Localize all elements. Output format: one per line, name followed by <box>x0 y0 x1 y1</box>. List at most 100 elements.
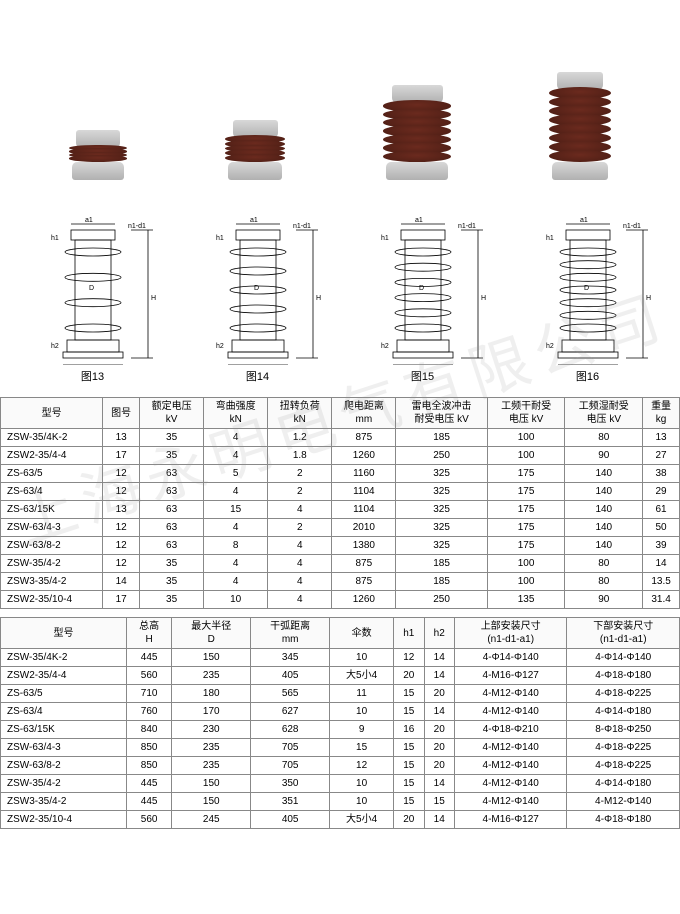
data-cell: 10 <box>330 793 394 811</box>
specs-table-1: 型号图号额定电压kV弯曲强度kN扭转负荷kN爬电距离mm雷电全波冲击耐受电压 k… <box>0 397 680 609</box>
data-cell: 20 <box>394 811 424 829</box>
table-row: ZSW2-35/10-4560245405大5小420144-M16-Φ1274… <box>1 811 680 829</box>
technical-diagrams-row: a1 n1-d1 h1 D H h2 a2 n2-d2 图13 a1 n1-d1 <box>0 200 680 389</box>
data-cell: 445 <box>126 793 171 811</box>
data-cell: 11 <box>330 685 394 703</box>
table2-header: h1 <box>394 618 424 649</box>
data-cell: 100 <box>487 429 565 447</box>
data-cell: 250 <box>396 447 487 465</box>
data-cell: 4 <box>268 591 332 609</box>
data-cell: 560 <box>126 811 171 829</box>
svg-text:h2: h2 <box>381 343 389 350</box>
data-cell: 35 <box>140 591 204 609</box>
data-cell: 20 <box>424 721 454 739</box>
model-cell: ZSW-35/4-2 <box>1 775 127 793</box>
model-cell: ZSW3-35/4-2 <box>1 573 103 591</box>
svg-text:a1: a1 <box>415 217 423 224</box>
data-cell: 4 <box>268 537 332 555</box>
model-cell: ZSW-63/4-3 <box>1 519 103 537</box>
data-cell: 405 <box>251 667 330 685</box>
data-cell: 大5小4 <box>330 811 394 829</box>
data-cell: 10 <box>204 591 268 609</box>
data-cell: 628 <box>251 721 330 739</box>
model-cell: ZSW-63/8-2 <box>1 537 103 555</box>
data-cell: 4 <box>268 573 332 591</box>
data-cell: 100 <box>487 555 565 573</box>
data-cell: 90 <box>565 591 643 609</box>
data-cell: 175 <box>487 519 565 537</box>
data-cell: 15 <box>394 793 424 811</box>
diagram-label: 图16 <box>576 368 599 384</box>
data-cell: 35 <box>140 447 204 465</box>
model-cell: ZS-63/4 <box>1 483 103 501</box>
data-cell: 14 <box>103 573 140 591</box>
data-cell: 4-M12-Φ140 <box>454 703 566 721</box>
data-cell: 100 <box>487 573 565 591</box>
data-cell: 185 <box>396 555 487 573</box>
data-cell: 大5小4 <box>330 667 394 685</box>
svg-text:n1-d1: n1-d1 <box>128 223 146 230</box>
svg-text:H: H <box>481 295 486 302</box>
model-cell: ZSW-35/4-2 <box>1 555 103 573</box>
data-cell: 20 <box>394 667 424 685</box>
svg-text:H: H <box>316 295 321 302</box>
data-cell: 31.4 <box>643 591 680 609</box>
table2-header: 型号 <box>1 618 127 649</box>
data-cell: 50 <box>643 519 680 537</box>
data-cell: 185 <box>396 429 487 447</box>
data-cell: 4-M12-Φ140 <box>567 793 680 811</box>
table1-header: 图号 <box>103 398 140 429</box>
data-cell: 350 <box>251 775 330 793</box>
table-row: ZSW2-35/4-4173541.812602501009027 <box>1 447 680 465</box>
data-cell: 850 <box>126 739 171 757</box>
data-cell: 175 <box>487 465 565 483</box>
svg-text:D: D <box>89 285 94 292</box>
data-cell: 9 <box>330 721 394 739</box>
data-cell: 8 <box>204 537 268 555</box>
data-cell: 4-Φ18-Φ180 <box>567 811 680 829</box>
table2-header: 上部安装尺寸(n1-d1-a1) <box>454 618 566 649</box>
product-photo-1 <box>69 20 127 180</box>
table-row: ZS-63/15K1363154110432517514061 <box>1 501 680 519</box>
svg-text:h1: h1 <box>51 235 59 242</box>
data-cell: 875 <box>332 555 396 573</box>
table2-header: 最大半径D <box>172 618 251 649</box>
model-cell: ZS-63/5 <box>1 685 127 703</box>
data-cell: 29 <box>643 483 680 501</box>
data-cell: 565 <box>251 685 330 703</box>
data-cell: 4-Φ18-Φ225 <box>567 739 680 757</box>
table-row: ZSW3-35/4-21435448751851008013.5 <box>1 573 680 591</box>
data-cell: 4-M12-Φ140 <box>454 775 566 793</box>
data-cell: 405 <box>251 811 330 829</box>
svg-text:a1: a1 <box>250 217 258 224</box>
data-cell: 63 <box>140 465 204 483</box>
svg-text:H: H <box>151 295 156 302</box>
data-cell: 185 <box>396 573 487 591</box>
data-cell: 1104 <box>332 501 396 519</box>
data-cell: 150 <box>172 793 251 811</box>
specs-table-2: 型号总高H最大半径D干弧距离mm伞数h1h2上部安装尺寸(n1-d1-a1)下部… <box>0 617 680 829</box>
data-cell: 150 <box>172 649 251 667</box>
data-cell: 14 <box>424 703 454 721</box>
data-cell: 140 <box>565 537 643 555</box>
table-row: ZS-63/5126352116032517514038 <box>1 465 680 483</box>
product-photos-row <box>0 0 680 200</box>
data-cell: 140 <box>565 465 643 483</box>
data-cell: 1260 <box>332 447 396 465</box>
model-cell: ZS-63/4 <box>1 703 127 721</box>
data-cell: 15 <box>394 757 424 775</box>
data-cell: 4-M12-Φ140 <box>454 757 566 775</box>
data-cell: 4-Φ18-Φ225 <box>567 685 680 703</box>
data-cell: 245 <box>172 811 251 829</box>
model-cell: ZSW-35/4K-2 <box>1 429 103 447</box>
data-cell: 4-Φ14-Φ180 <box>567 703 680 721</box>
data-cell: 4-Φ14-Φ140 <box>567 649 680 667</box>
data-cell: 80 <box>565 429 643 447</box>
data-cell: 4-M16-Φ127 <box>454 811 566 829</box>
product-photo-4 <box>549 20 611 180</box>
data-cell: 15 <box>394 739 424 757</box>
data-cell: 2010 <box>332 519 396 537</box>
data-cell: 325 <box>396 483 487 501</box>
svg-text:h1: h1 <box>216 235 224 242</box>
data-cell: 13.5 <box>643 573 680 591</box>
